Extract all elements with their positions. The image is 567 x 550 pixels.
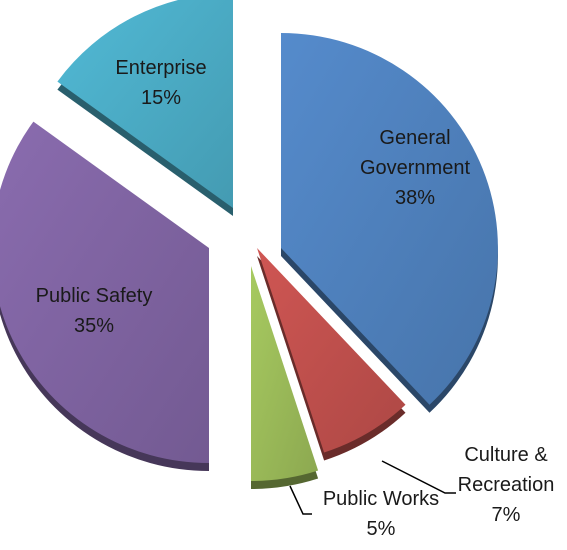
value-label-culture-recreation: 7% [492,504,521,526]
slice-general-government [281,33,498,405]
category-label-enterprise: Enterprise [115,57,206,79]
category-label-culture-recreation: Recreation [458,474,555,496]
category-label-general-government: General [379,127,450,149]
slice-public-safety [0,121,209,463]
category-label-general-government: Government [360,157,470,179]
value-label-public-safety: 35% [74,315,114,337]
slice-public-works [251,266,319,482]
category-label-public-safety: Public Safety [36,285,153,307]
leader-line-public-works [289,485,312,515]
category-label-public-works: Public Works [323,488,439,510]
value-label-general-government: 38% [395,187,435,209]
leader-line-culture-recreation [381,460,456,494]
slice-enterprise [57,0,233,208]
category-label-culture-recreation: Culture & [464,444,548,466]
value-label-public-works: 5% [367,518,396,540]
slice-culture-recreation [257,248,406,453]
value-label-enterprise: 15% [141,87,181,109]
